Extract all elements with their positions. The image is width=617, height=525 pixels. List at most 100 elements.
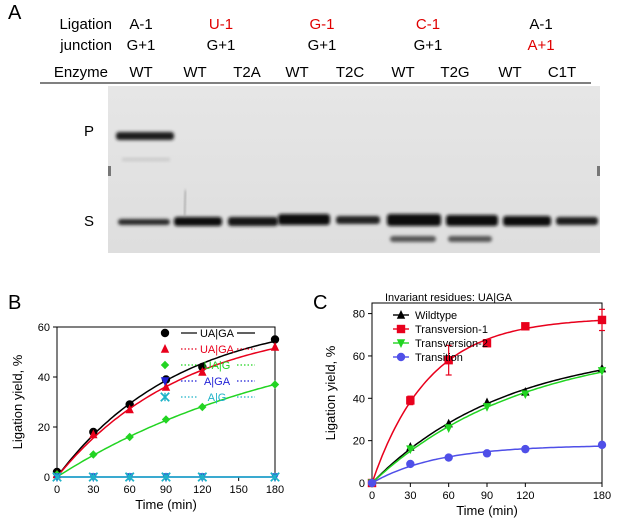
series-3: [367, 440, 607, 488]
x-tick-label-180: 180: [593, 490, 611, 502]
data-point-2-1: [406, 445, 415, 455]
legend-marker-2: [160, 360, 170, 370]
data-point-1-4: [198, 367, 207, 376]
legend-marker-1: [160, 344, 170, 353]
y-axis-label: Ligation yield, %: [323, 345, 338, 440]
legend-label-0: UA|GA: [200, 328, 235, 340]
gel-band-p-lane1: [116, 132, 174, 140]
gel-band-s-lane3: [228, 217, 278, 226]
gel-band-s-lane4: [278, 214, 330, 225]
x-tick-label-0: 0: [54, 484, 60, 496]
junction-top-2: G-1: [309, 16, 335, 33]
legend-label-2: UA|G: [204, 360, 231, 372]
legend-marker-4: [160, 392, 170, 402]
gel-band-s-lane7: [446, 215, 498, 226]
data-point-3-0: [367, 478, 377, 488]
lane-label-2-1: T2C: [335, 64, 365, 81]
y-tick-label-20: 20: [38, 422, 50, 434]
data-point-1-1: [406, 396, 415, 405]
legend-label-1: Transversion-1: [415, 324, 488, 336]
y-tick-label-40: 40: [38, 372, 50, 384]
data-point-3-1: [406, 459, 415, 469]
y-axis-label: Ligation yield, %: [10, 354, 25, 449]
x-tick-label-180: 180: [266, 484, 284, 496]
x-tick-label-60: 60: [124, 484, 136, 496]
data-point-2-1: [89, 450, 98, 459]
data-point-0-5: [270, 335, 280, 344]
chart-c: C 0 30 60 90 120 180 0 20 40 60 80 Time (min) Ligatio…: [313, 292, 611, 518]
lane-label-0-0: WT: [129, 64, 153, 81]
junction-top-1: U-1: [208, 16, 234, 33]
data-point-1-5: [597, 315, 607, 325]
data-point-3-2: [444, 453, 453, 462]
series-1: [367, 308, 607, 488]
y-tick-label-60: 60: [38, 322, 50, 334]
data-point-1-4: [521, 322, 530, 331]
data-point-2-2: [444, 424, 453, 433]
series-2: [367, 367, 607, 488]
data-point-2-2: [125, 432, 134, 442]
y-tick-label-0: 0: [359, 478, 365, 490]
x-tick-label-90: 90: [160, 484, 172, 496]
legend-marker-1: [396, 324, 406, 334]
x-tick-label-60: 60: [443, 490, 455, 502]
x-axis-label: Time (min): [135, 497, 197, 512]
lane-label-4-1: C1T: [547, 64, 577, 81]
junction-bottom-3: G+1: [413, 37, 443, 54]
x-axis-label: Time (min): [456, 503, 518, 518]
x-tick-label-0: 0: [369, 490, 375, 502]
gel-band-s-lane6: [387, 214, 441, 226]
data-point-1-5: [270, 342, 280, 351]
x-tick-label-120: 120: [516, 490, 534, 502]
data-point-2-5: [270, 380, 280, 389]
junction-bottom-1: G+1: [206, 37, 236, 54]
legend-marker-0: [396, 310, 406, 319]
x-tick-label-30: 30: [404, 490, 416, 502]
junction-bottom-0: G+1: [126, 37, 156, 54]
legend-marker-3: [396, 352, 406, 362]
data-point-2-4: [521, 390, 530, 400]
panel-c-letter: C: [313, 292, 327, 314]
gel-band-s-lane8: [503, 216, 551, 226]
y-tick-label-20: 20: [353, 436, 365, 448]
junction-top-4: A-1: [529, 16, 553, 33]
lane-label-3-0: WT: [391, 64, 415, 81]
data-point-4-2: [124, 472, 135, 482]
gel-band-s-lane5: [336, 216, 380, 224]
data-point-3-3: [482, 449, 492, 458]
data-point-3-4: [521, 444, 530, 454]
x-tick-label-30: 30: [87, 484, 99, 496]
ligation-label: Ligation: [59, 16, 112, 33]
data-point-4-1: [88, 472, 99, 482]
data-point-1-3: [482, 339, 492, 348]
data-point-2-3: [161, 415, 171, 424]
legend-title: Invariant residues: UA|GA: [385, 292, 513, 304]
junction-bottom-4: A+1: [527, 37, 555, 54]
junction-bottom-2: G+1: [307, 37, 337, 54]
x-tick-label-90: 90: [481, 490, 493, 502]
gel-image: [108, 86, 600, 253]
gel-band-s-lane9: [556, 217, 598, 225]
data-point-2-4: [198, 402, 207, 412]
x-tick-label-150: 150: [229, 484, 247, 496]
legend-label-0: Wildtype: [415, 310, 457, 322]
lane-label-1-0: WT: [183, 64, 207, 81]
legend-marker-0: [160, 328, 170, 338]
panel-a-letter: A: [8, 2, 22, 24]
y-tick-label-60: 60: [353, 351, 365, 363]
legend-label-1: UA|GA: [200, 344, 235, 356]
data-point-4-3: [161, 472, 171, 482]
data-point-1-1: [89, 429, 98, 439]
series-4: [52, 472, 280, 482]
data-point-4-4: [197, 472, 208, 482]
lane-label-1-1: T2A: [233, 64, 261, 81]
data-point-2-3: [482, 403, 492, 412]
legend-c: Invariant residues: UA|GA Wildtype Transve…: [385, 292, 513, 364]
data-point-2-5: [597, 367, 607, 376]
y-tick-label-40: 40: [353, 393, 365, 405]
series-curve-0: [371, 369, 603, 484]
gel-band-s-lane2: [174, 217, 222, 226]
y-tick-label-0: 0: [44, 472, 50, 484]
data-point-4-0: [52, 472, 62, 482]
